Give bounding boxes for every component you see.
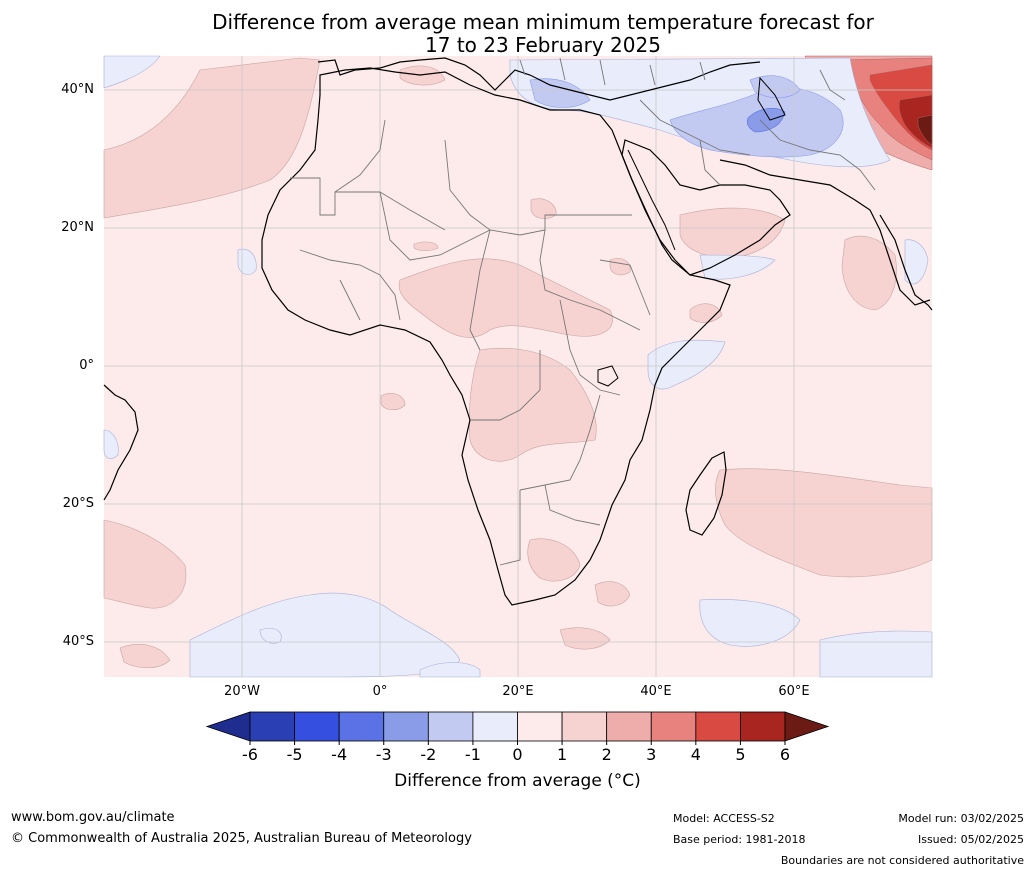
africa-coastline (261, 67, 731, 606)
europe-coastline (317, 57, 761, 101)
lon-label-40e: 40°E (640, 684, 672, 699)
colorbar-tick-label: 5 (735, 745, 746, 764)
lat-label-40s: 40°S (62, 634, 94, 649)
colorbar-tick-label: -4 (331, 745, 348, 764)
lat-label-0: 0° (79, 358, 94, 373)
footer-issued: Issued: 05/02/2025 (917, 833, 1024, 846)
india-coastline (879, 214, 933, 311)
lat-label-20n: 20°N (61, 220, 94, 235)
graticule (104, 56, 932, 677)
footer-disclaimer: Boundaries are not considered authoritat… (780, 854, 1024, 867)
colorbar-tick-label: -3 (375, 745, 392, 764)
footer-model-run: Model run: 03/02/2025 (898, 812, 1024, 825)
colorbar-tick-label: -6 (242, 745, 258, 764)
red-sea-coast (627, 149, 676, 251)
lon-label-20w: 20°W (224, 684, 260, 699)
map-title-line1: Difference from average mean minimum tem… (212, 10, 874, 34)
lon-label-20e: 20°E (502, 684, 534, 699)
madagascar-coastline (685, 451, 727, 536)
colorbar-tick-label: -2 (420, 745, 437, 764)
footer-copyright: © Commonwealth of Australia 2025, Austra… (11, 831, 472, 846)
colorbar-tick-label: -1 (464, 745, 481, 764)
colorbar-tick-label: 2 (601, 745, 612, 764)
colorbar-label: Difference from average (°C) (394, 771, 641, 791)
south-america-coastline (103, 384, 139, 501)
footer-website: www.bom.gov.au/climate (11, 810, 175, 825)
colorbar-tick-label: 0 (512, 745, 523, 764)
colorbar-tick-label: 4 (690, 745, 701, 764)
persian-gulf-coast (719, 159, 931, 306)
footer-model: Model: ACCESS-S2 (673, 812, 775, 825)
cool-anomaly-core (746, 107, 786, 133)
footer-base-period: Base period: 1981-2018 (673, 833, 806, 846)
lake-victoria (597, 365, 619, 387)
colorbar-tick-label: 6 (779, 745, 791, 764)
lon-label-0: 0° (372, 684, 388, 699)
warm-anomaly-regions (103, 57, 933, 669)
lat-label-40n: 40°N (61, 82, 94, 97)
caspian-coastline (757, 76, 786, 121)
national-boundaries (290, 57, 876, 566)
lat-label-20s: 20°S (62, 496, 94, 511)
colorbar-tick-label: 3 (646, 745, 657, 764)
map-title-line2: 17 to 23 February 2025 (425, 33, 661, 57)
colorbar-tick-label: -5 (286, 745, 303, 764)
arabia-coastline (621, 139, 791, 276)
colorbar-tick-label: 1 (556, 745, 568, 764)
lon-label-60e: 60°E (778, 684, 810, 699)
